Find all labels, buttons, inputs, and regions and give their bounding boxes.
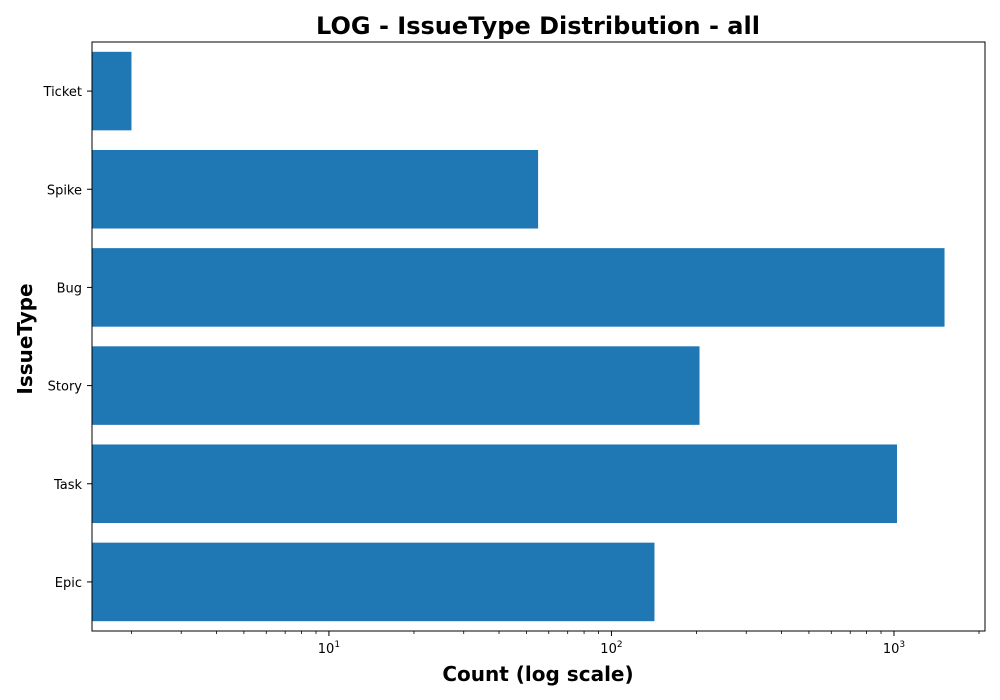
y-tick-label-story: Story (48, 380, 83, 395)
y-axis-label: IssueType (13, 283, 37, 394)
x-tick-base: 10 (600, 642, 617, 657)
plot-frame (91, 41, 986, 632)
y-tick-label-spike: Spike (47, 183, 82, 198)
bar-task (92, 444, 897, 524)
y-tick-label-ticket: Ticket (43, 85, 82, 100)
bar-story (92, 346, 700, 425)
bar-epic (92, 542, 655, 622)
y-tick-label-bug: Bug (57, 281, 82, 296)
x-tick-base: 10 (883, 642, 900, 657)
y-tick-label-epic: Epic (55, 576, 82, 591)
x-tick-label-1000: 103 (883, 640, 905, 657)
y-tick-label-task: Task (53, 478, 83, 493)
x-tick-exponent: 2 (617, 640, 623, 650)
x-tick-exponent: 1 (334, 640, 340, 650)
bar-spike (92, 149, 539, 229)
x-tick-label-10: 101 (318, 640, 340, 657)
x-tick-label-100: 102 (600, 640, 622, 657)
bar-ticket (92, 51, 132, 131)
x-tick-base: 10 (318, 642, 335, 657)
x-tick-exponent: 3 (899, 640, 905, 650)
bar-bug (92, 248, 945, 327)
chart-title: LOG - IssueType Distribution - all (316, 12, 760, 40)
x-axis-label: Count (log scale) (442, 662, 633, 686)
